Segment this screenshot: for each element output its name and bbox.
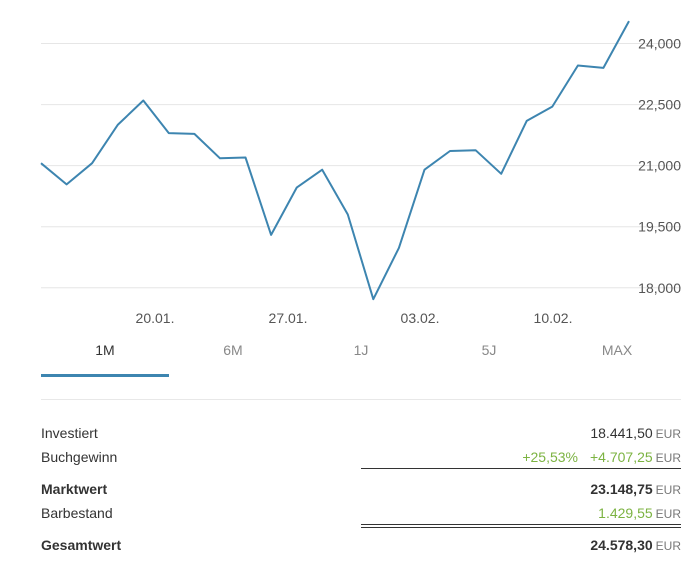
buchgewinn-label: Buchgewinn <box>41 449 118 465</box>
y-tick-label: 21,000 <box>638 158 681 174</box>
gesamtwert-label: Gesamtwert <box>41 537 122 553</box>
series-line <box>40 20 630 301</box>
tab-1j[interactable]: 1J <box>353 342 369 358</box>
tab-1m[interactable]: 1M <box>95 342 115 358</box>
y-tick-label: 22,500 <box>638 97 681 113</box>
marktwert-value: 23.148,75 <box>590 481 653 497</box>
investiert-label: Investiert <box>41 425 98 441</box>
marktwert-value-cell: 23.148,75 EUR <box>590 481 681 497</box>
x-tick-label: 10.02. <box>534 310 573 326</box>
active-tab-indicator <box>41 374 169 377</box>
divider <box>41 399 681 400</box>
investiert-value: 18.441,50 <box>590 425 653 441</box>
portfolio-summary: Investiert 18.441,50 EUR Buchgewinn +25,5… <box>41 422 681 558</box>
gesamtwert-value: 24.578,30 <box>590 537 653 553</box>
buchgewinn-value-cell: +4.707,25 EUR <box>590 449 681 465</box>
tab-6m[interactable]: 6M <box>223 342 243 358</box>
tab-max[interactable]: MAX <box>601 342 633 358</box>
currency-label: EUR <box>655 539 681 553</box>
x-tick-label: 03.02. <box>401 310 440 326</box>
barbestand-row: Barbestand 1.429,55 EUR <box>41 502 681 526</box>
barbestand-value-cell: 1.429,55 EUR <box>598 505 681 521</box>
marktwert-row: Marktwert 23.148,75 EUR <box>41 478 681 502</box>
investiert-value-cell: 18.441,50 EUR <box>590 425 681 441</box>
tab-5j[interactable]: 5J <box>481 342 497 358</box>
y-tick-label: 24,000 <box>638 36 681 52</box>
buchgewinn-value: +4.707,25 <box>589 449 653 465</box>
performance-chart: 24,000 22,500 21,000 19,500 18,000 20.01. 27.0… <box>40 20 681 326</box>
marktwert-label: Marktwert <box>41 481 108 497</box>
gesamtwert-value-cell: 24.578,30 EUR <box>590 537 681 553</box>
currency-label: EUR <box>655 427 681 441</box>
y-tick-label: 18,000 <box>638 280 681 296</box>
total-double-line <box>361 524 681 528</box>
sum-line <box>361 468 681 469</box>
buchgewinn-percent: +25,53% <box>522 449 578 465</box>
x-tick-label: 20.01. <box>136 310 175 326</box>
buchgewinn-row: Buchgewinn +25,53% +4.707,25 EUR <box>41 446 681 470</box>
currency-label: EUR <box>655 483 681 497</box>
investiert-row: Investiert 18.441,50 EUR <box>41 422 681 446</box>
y-tick-label: 19,500 <box>638 219 681 235</box>
x-tick-label: 27.01. <box>269 310 308 326</box>
gesamtwert-row: Gesamtwert 24.578,30 EUR <box>41 534 681 558</box>
currency-label: EUR <box>655 507 681 521</box>
barbestand-value: 1.429,55 <box>598 505 653 521</box>
currency-label: EUR <box>655 451 681 465</box>
time-range-tabs: 1M 6M 1J 5J MAX <box>41 334 681 378</box>
barbestand-label: Barbestand <box>41 505 113 521</box>
